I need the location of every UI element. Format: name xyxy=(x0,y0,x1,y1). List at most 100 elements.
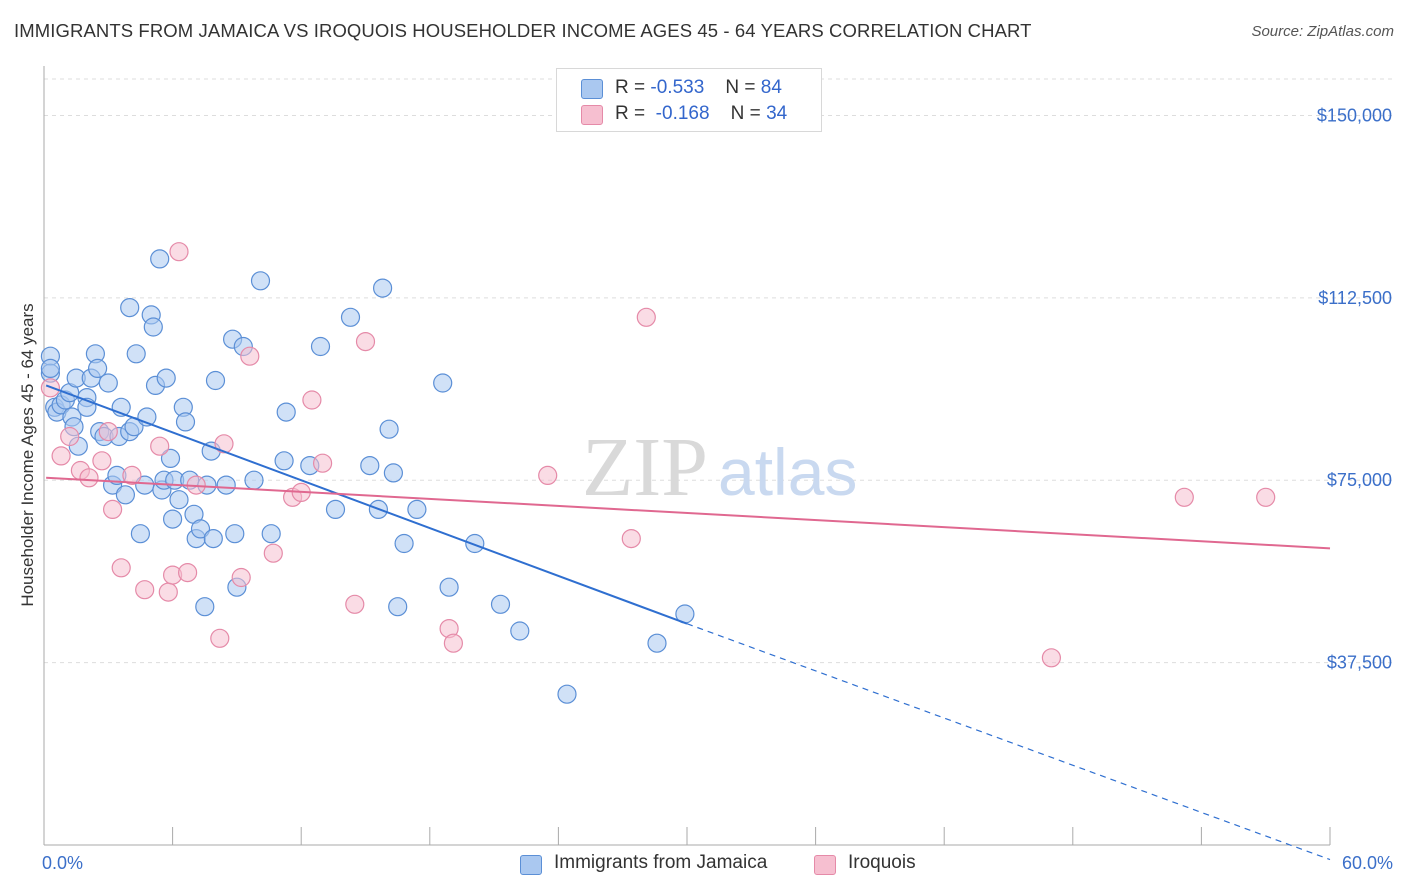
data-point xyxy=(231,567,251,588)
y-tick-label: $75,000 xyxy=(1327,470,1392,490)
trend-line xyxy=(45,384,688,625)
data-point xyxy=(490,594,511,614)
data-point xyxy=(98,373,118,393)
chart-title: IMMIGRANTS FROM JAMAICA VS IROQUOIS HOUS… xyxy=(14,20,1032,41)
data-point xyxy=(407,499,427,519)
r-value: -0.533 xyxy=(650,77,705,98)
data-point xyxy=(150,436,170,456)
data-point xyxy=(360,456,380,476)
data-point xyxy=(150,249,170,269)
jamaica-swatch xyxy=(581,79,603,99)
data-point xyxy=(143,317,163,337)
data-point xyxy=(40,358,61,378)
data-point xyxy=(225,524,245,544)
y-tick-label: $112,500 xyxy=(1318,288,1392,308)
y-tick-labels: $37,500 $75,000 $112,500 $150,000 xyxy=(1317,105,1392,672)
data-point xyxy=(79,468,99,488)
data-point xyxy=(120,298,140,318)
data-point xyxy=(538,465,558,485)
r-label: R = xyxy=(615,103,646,124)
legend: Immigrants from Jamaica Iroquois xyxy=(0,852,1406,878)
watermark-atlas: atlas xyxy=(718,435,857,509)
data-point xyxy=(250,271,271,291)
data-point xyxy=(373,278,393,298)
data-point xyxy=(244,470,264,490)
data-point xyxy=(92,451,112,471)
iroquois-swatch xyxy=(581,105,603,125)
data-point xyxy=(60,426,80,447)
iroquois-swatch xyxy=(814,855,836,875)
y-tick-label: $37,500 xyxy=(1327,653,1392,673)
data-point xyxy=(340,307,361,327)
data-point xyxy=(158,582,178,602)
data-point xyxy=(115,485,136,505)
data-point xyxy=(510,621,530,641)
data-point xyxy=(274,451,294,471)
data-point xyxy=(379,419,399,439)
data-point xyxy=(111,558,131,578)
data-point xyxy=(302,390,322,410)
data-point xyxy=(636,307,656,327)
r-label: R = xyxy=(615,77,646,98)
r-value: -0.168 xyxy=(650,103,710,124)
legend-label: Immigrants from Jamaica xyxy=(554,852,768,873)
data-point xyxy=(190,519,211,539)
data-point xyxy=(325,499,346,519)
trend-line-extrapolated xyxy=(686,623,1331,861)
data-point xyxy=(345,594,365,614)
data-point xyxy=(621,528,641,549)
series-iroquois-points xyxy=(40,242,1276,668)
data-point xyxy=(102,499,123,519)
axes xyxy=(43,66,1331,846)
legend-label: Iroquois xyxy=(848,852,916,873)
trend-lines xyxy=(45,384,1331,861)
data-point xyxy=(205,370,226,391)
data-point xyxy=(169,490,189,510)
data-point xyxy=(214,434,234,454)
data-point xyxy=(439,577,459,597)
data-point xyxy=(313,453,333,473)
x-tick-label: 60.0% xyxy=(1342,853,1393,873)
n-value: 34 xyxy=(766,103,788,124)
data-point xyxy=(1041,648,1062,668)
data-point xyxy=(394,533,414,554)
data-point xyxy=(163,509,183,529)
data-point xyxy=(87,358,108,378)
x-tick-labels: 0.0% 60.0% xyxy=(42,853,1393,873)
data-point xyxy=(122,465,142,485)
data-point xyxy=(169,242,189,262)
data-point xyxy=(465,533,485,554)
data-point xyxy=(240,346,260,366)
data-point xyxy=(263,543,283,563)
n-label: N = xyxy=(730,103,761,124)
data-point xyxy=(216,475,236,495)
data-point xyxy=(310,336,331,357)
n-label: N = xyxy=(725,77,756,98)
watermark: ZIP atlas xyxy=(582,421,857,514)
data-point xyxy=(98,422,118,442)
data-point xyxy=(210,628,230,648)
data-point xyxy=(443,633,463,653)
data-point xyxy=(1256,487,1276,507)
data-point xyxy=(135,580,155,600)
data-point xyxy=(203,528,223,549)
source-label: Source: ZipAtlas.com xyxy=(1251,23,1394,40)
y-axis-label: Householder Income Ages 45 - 64 years xyxy=(18,303,37,606)
data-point xyxy=(175,412,196,432)
data-point xyxy=(388,597,408,617)
trend-line xyxy=(46,476,1331,550)
data-point xyxy=(557,684,577,704)
data-point xyxy=(160,448,181,468)
data-point xyxy=(156,368,176,388)
y-tick-label: $150,000 xyxy=(1317,105,1392,125)
data-point xyxy=(195,597,215,617)
jamaica-swatch xyxy=(520,855,542,875)
x-tick-label: 0.0% xyxy=(42,853,83,873)
data-point xyxy=(647,633,667,653)
data-point xyxy=(178,562,198,583)
data-point xyxy=(51,446,71,466)
data-point xyxy=(261,524,281,544)
correlation-stats-box: R = -0.533 N = 84 R = -0.168 N = 34 xyxy=(556,68,822,132)
data-point xyxy=(433,373,453,393)
